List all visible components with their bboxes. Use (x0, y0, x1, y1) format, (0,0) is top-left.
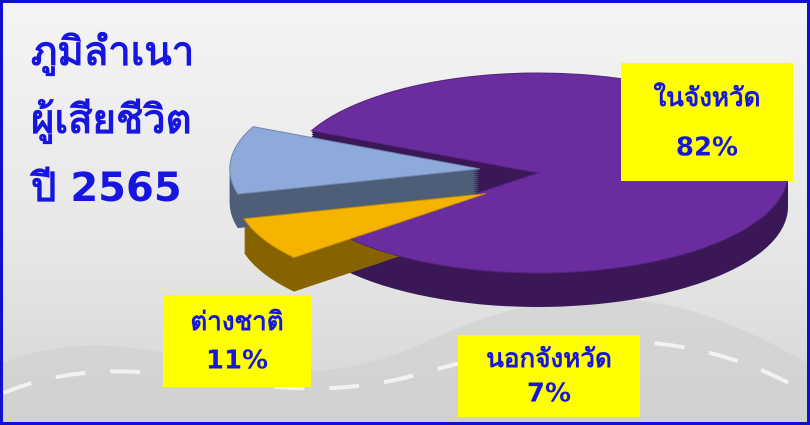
label-box (621, 63, 793, 181)
value-label: 7% (527, 379, 571, 409)
label-box (458, 335, 640, 417)
slice (229, 126, 480, 195)
chart-title: ผู้เสียชีวิต (31, 97, 192, 144)
category-label: ต่างชาติ (190, 307, 283, 337)
slice (243, 193, 487, 259)
chart-title: ปี 2565 (29, 165, 181, 211)
category-label: ในจังหวัด (653, 82, 760, 113)
value-label: 11% (206, 346, 268, 376)
value-label: 82% (676, 132, 738, 162)
category-label: นอกจังหวัด (486, 344, 612, 374)
chart-title: ภูมิลำเนา (31, 29, 194, 76)
label-box (163, 295, 311, 387)
road-line (3, 339, 807, 395)
chart: ภูมิลำเนา ผู้เสียชีวิต ปี 2565 ในจังหวัด… (3, 29, 807, 422)
road-decoration (3, 298, 807, 422)
